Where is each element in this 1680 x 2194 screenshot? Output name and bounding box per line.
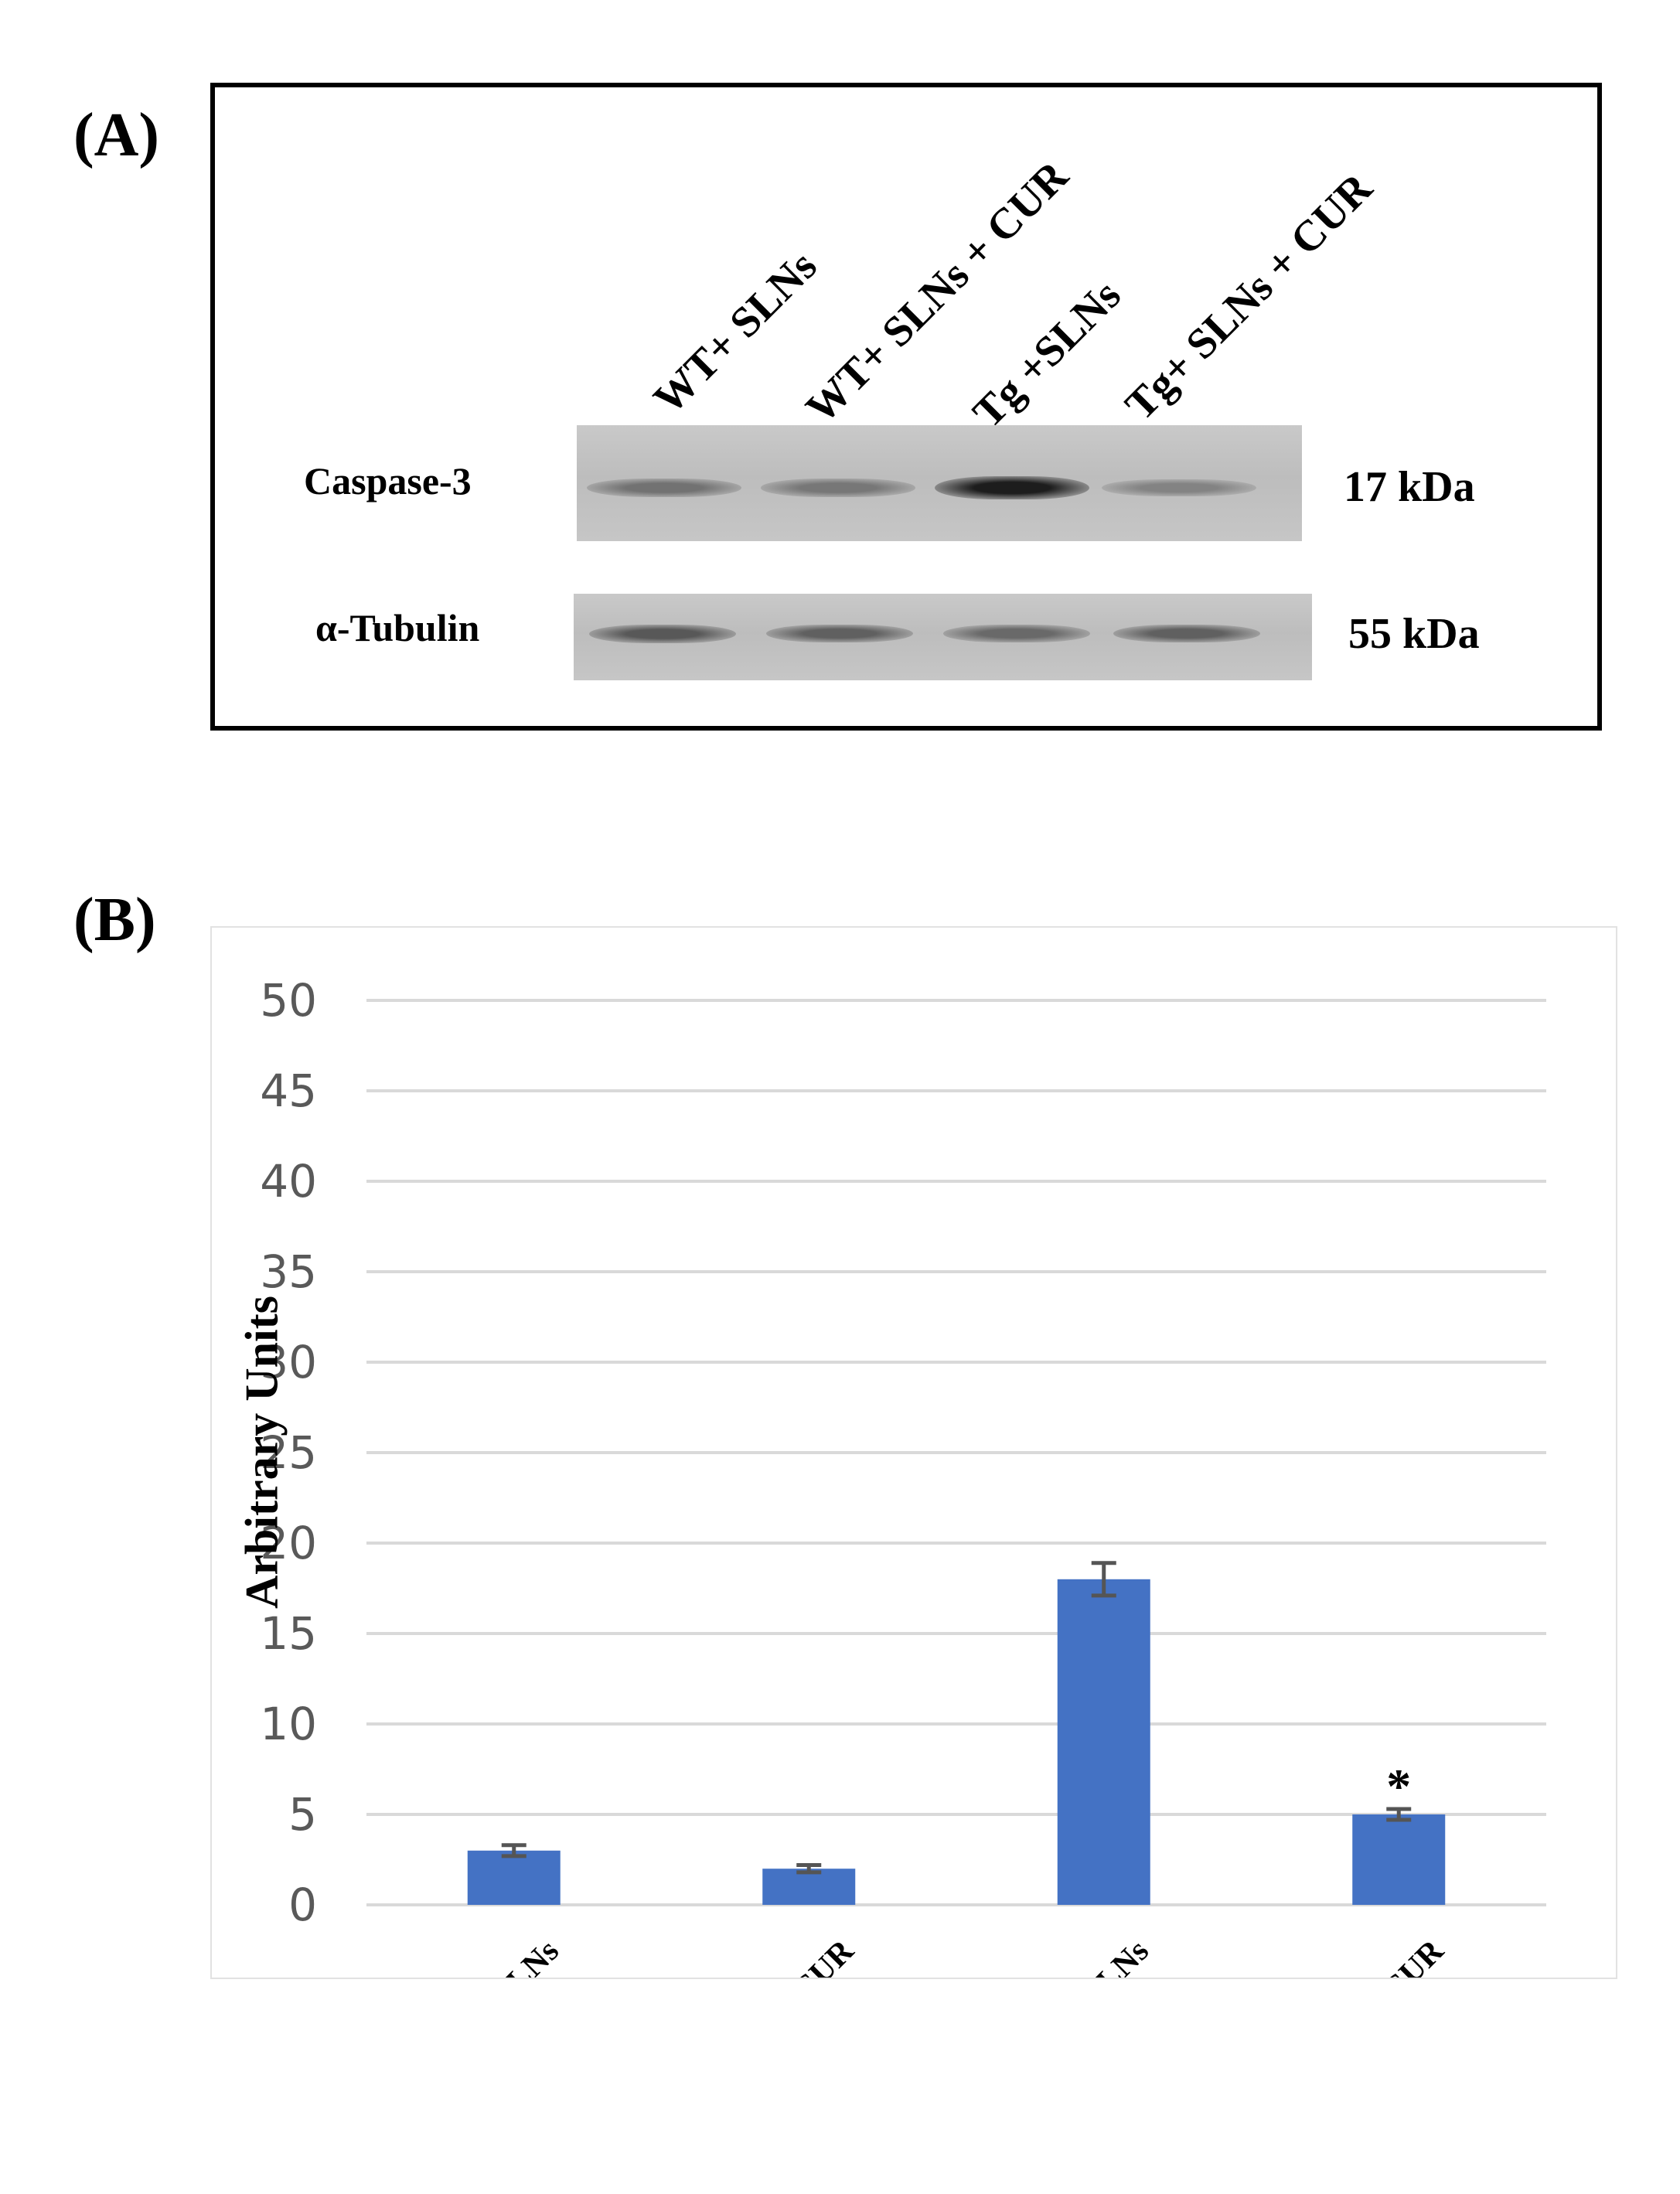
y-tick-label: 20 (260, 1517, 317, 1569)
panel-b-label: (B) (73, 886, 156, 954)
blot-band (943, 625, 1090, 642)
blot-band (765, 624, 913, 643)
lane-header-4: Tg+ SLNs + CUR (1116, 164, 1382, 430)
mw-label-caspase: 17 kDa (1344, 463, 1475, 511)
x-tick-label: WT+ SLNs + CUR (650, 1933, 860, 1978)
mw-label-tubulin: 55 kDa (1348, 610, 1480, 658)
blot-band (588, 624, 736, 643)
row-label-caspase: Caspase-3 (304, 459, 472, 503)
blot-band (1113, 624, 1260, 643)
y-tick-label: 5 (288, 1788, 317, 1841)
y-tick-label: 0 (288, 1879, 317, 1931)
bar (762, 1869, 856, 1905)
y-tick-label: 15 (260, 1607, 317, 1660)
bar-chart: 0 5 10 15 20 25 30 35 40 45 50 WT+ SLNs WT+ SLNs + C… (260, 974, 1546, 1978)
chart-panel: 0 5 10 15 20 25 30 35 40 45 50 WT+ SLNs WT+ SLNs + C… (210, 926, 1617, 1979)
lane-header-3: Tg +SLNs (963, 271, 1130, 438)
y-axis-title: Arbitrary Units (236, 1296, 288, 1609)
blot-band (1101, 479, 1256, 497)
y-tick-label: 45 (260, 1065, 317, 1117)
y-tick-label: 50 (260, 974, 317, 1027)
blot-strip-tubulin (574, 594, 1312, 680)
panel-a-label: (A) (73, 101, 160, 169)
significance-mark: * (1386, 1759, 1411, 1814)
blot-strip-caspase (577, 425, 1302, 541)
bar (467, 1850, 561, 1905)
y-tick-label: 25 (260, 1426, 317, 1479)
blot-band (934, 475, 1089, 500)
y-tick-label: 30 (260, 1336, 317, 1388)
bar (1352, 1814, 1446, 1905)
blot-band (760, 479, 915, 497)
blot-band (586, 478, 741, 498)
x-tick-label: WT+ SLNs (430, 1933, 566, 1978)
x-tick-label: Tg+ SLNs + CUR (1252, 1933, 1450, 1978)
blot-panel: WT+ SLNs WT+ SLNs + CUR Tg +SLNs Tg+ SLN… (210, 83, 1602, 731)
x-tick-label: Tg+SLNs (1037, 1933, 1155, 1978)
y-tick-label: 40 (260, 1155, 317, 1208)
y-tick-label: 10 (260, 1698, 317, 1750)
bar (1057, 1579, 1150, 1905)
row-label-tubulin: α-Tubulin (315, 606, 480, 649)
y-tick-label: 35 (260, 1245, 317, 1298)
